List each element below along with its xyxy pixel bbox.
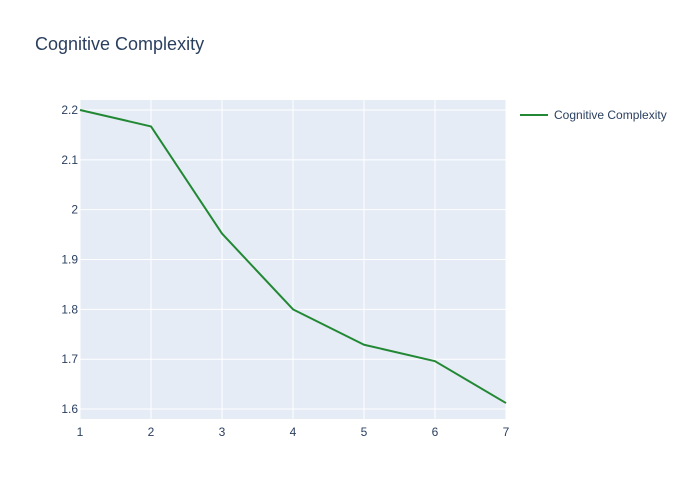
x-tick-label: 7 (503, 425, 510, 439)
x-tick-label: 5 (361, 425, 368, 439)
x-tick-label: 6 (432, 425, 439, 439)
y-tick-label: 1.9 (61, 253, 78, 267)
legend[interactable]: Cognitive Complexity (520, 108, 667, 122)
x-tick-label: 3 (219, 425, 226, 439)
y-axis: 1.6 1.7 1.8 1.9 2 2.1 2.2 (61, 103, 78, 416)
data-point[interactable] (503, 400, 509, 406)
data-point[interactable] (432, 358, 438, 364)
x-tick-label: 1 (77, 425, 84, 439)
y-tick-label: 1.8 (61, 302, 78, 316)
legend-label: Cognitive Complexity (554, 108, 667, 122)
y-tick-label: 2.1 (61, 153, 78, 167)
data-point[interactable] (361, 342, 367, 348)
x-tick-label: 2 (148, 425, 155, 439)
data-point[interactable] (148, 123, 154, 129)
series-line[interactable] (79, 108, 507, 404)
y-tick-label: 2.2 (61, 103, 78, 117)
series-layer (79, 108, 509, 406)
data-point[interactable] (290, 306, 296, 312)
y-tick-label: 1.7 (61, 352, 78, 366)
x-tick-label: 4 (290, 425, 297, 439)
x-axis: 1 2 3 4 5 6 7 (77, 425, 510, 439)
data-point[interactable] (219, 231, 225, 237)
y-tick-label: 1.6 (61, 402, 78, 416)
chart-title: Cognitive Complexity (35, 34, 204, 54)
y-tick-label: 2 (71, 203, 78, 217)
